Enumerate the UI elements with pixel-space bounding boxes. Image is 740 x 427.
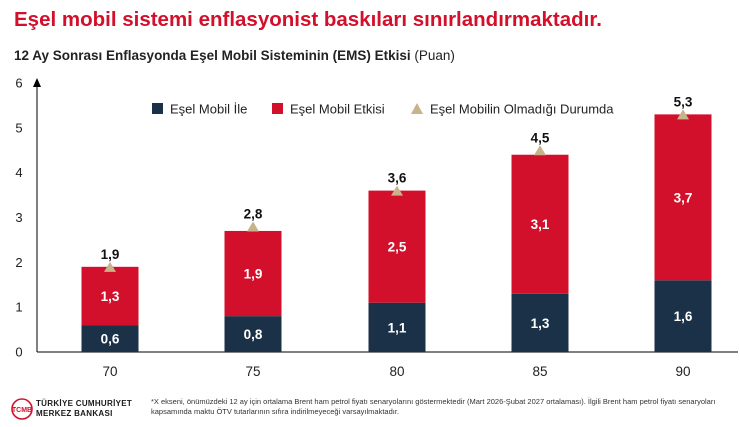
data-label-effect: 3,7 (674, 190, 693, 205)
bar-segment-esel-mobil-etkisi (81, 266, 139, 326)
legend-label-esel-mobil-ile: Eşel Mobil İle (170, 102, 247, 117)
logo-line-2: MERKEZ BANKASI (36, 409, 113, 418)
data-label-effect: 1,9 (244, 267, 263, 282)
y-tick-label: 2 (15, 255, 22, 270)
logo-text: TÜRKİYE CUMHURİYET MERKEZ BANKASI (36, 399, 132, 419)
legend-label-esel-mobilin-olmadigi: Eşel Mobilin Olmadığı Durumda (430, 102, 614, 117)
data-label-total: 5,3 (674, 94, 693, 109)
legend-label-esel-mobil-etkisi: Eşel Mobil Etkisi (290, 102, 385, 117)
legend-swatch-esel-mobil-ile (152, 103, 163, 114)
data-label-effect: 2,5 (388, 240, 407, 255)
bar-segment-esel-mobil-ile (224, 316, 282, 352)
bar-segment-esel-mobil-ile (654, 280, 712, 352)
marker-triangle-icon (677, 109, 689, 120)
bar-segment-esel-mobil-etkisi (368, 190, 426, 303)
x-tick-label: 80 (389, 364, 404, 379)
chart-unit: (Puan) (414, 48, 455, 63)
x-tick-label: 90 (675, 364, 690, 379)
y-tick-label: 5 (15, 120, 22, 135)
data-label-base: 0,6 (101, 332, 120, 347)
legend-swatch-esel-mobil-etkisi (272, 103, 283, 114)
logo-line-1: TÜRKİYE CUMHURİYET (36, 399, 133, 408)
page-headline: Eşel mobil sistemi enflasyonist baskılar… (14, 8, 602, 31)
data-label-total: 2,8 (244, 206, 263, 221)
bar-segment-esel-mobil-etkisi (511, 154, 569, 294)
data-label-total: 4,5 (531, 130, 550, 145)
y-tick-label: 1 (15, 300, 22, 315)
marker-triangle-icon (534, 145, 546, 156)
footnote: *X ekseni, önümüzdeki 12 ay için ortalam… (151, 397, 716, 416)
bar-segment-esel-mobil-etkisi (224, 230, 282, 317)
y-axis-arrow-icon (33, 78, 41, 87)
chart-subtitle: 12 Ay Sonrası Enflasyonda Eşel Mobil Sis… (14, 48, 455, 63)
data-label-base: 0,8 (244, 327, 263, 342)
data-label-total: 1,9 (101, 247, 120, 262)
stacked-bar-chart: 0 1 2 3 4 5 6 0,6 1,3 1,9 70 0,8 1,9 2,8 75 1,1 2,5 3,6 80… (15, 76, 738, 379)
bar-segment-esel-mobil-ile (511, 293, 569, 352)
marker-triangle-icon (247, 221, 259, 232)
data-label-total: 3,6 (388, 171, 407, 186)
y-tick-label: 0 (15, 345, 22, 360)
data-label-base: 1,3 (531, 316, 550, 331)
data-label-base: 1,6 (674, 309, 693, 324)
tcmb-logo: TCMB TÜRKİYE CUMHURİYET MERKEZ BANKASI (10, 396, 150, 426)
data-label-base: 1,1 (388, 320, 407, 335)
marker-triangle-icon (391, 185, 403, 196)
bar-segment-esel-mobil-ile (368, 302, 426, 352)
chart-title: 12 Ay Sonrası Enflasyonda Eşel Mobil Sis… (14, 48, 411, 63)
bar-segment-esel-mobil-etkisi (654, 114, 712, 281)
marker-triangle-icon (104, 261, 116, 272)
y-tick-label: 6 (15, 76, 22, 91)
data-label-effect: 1,3 (101, 289, 120, 304)
x-tick-label: 85 (532, 364, 547, 379)
bar-segment-esel-mobil-ile (81, 325, 139, 352)
y-tick-label: 3 (15, 210, 22, 225)
tcmb-emblem-icon: TCMB (11, 398, 33, 420)
logo-mark-text: TCMB (12, 407, 32, 414)
x-tick-label: 75 (245, 364, 260, 379)
x-tick-label: 70 (102, 364, 117, 379)
data-label-effect: 3,1 (531, 217, 550, 232)
y-tick-label: 4 (15, 165, 22, 180)
legend-marker-triangle-icon (411, 103, 423, 114)
